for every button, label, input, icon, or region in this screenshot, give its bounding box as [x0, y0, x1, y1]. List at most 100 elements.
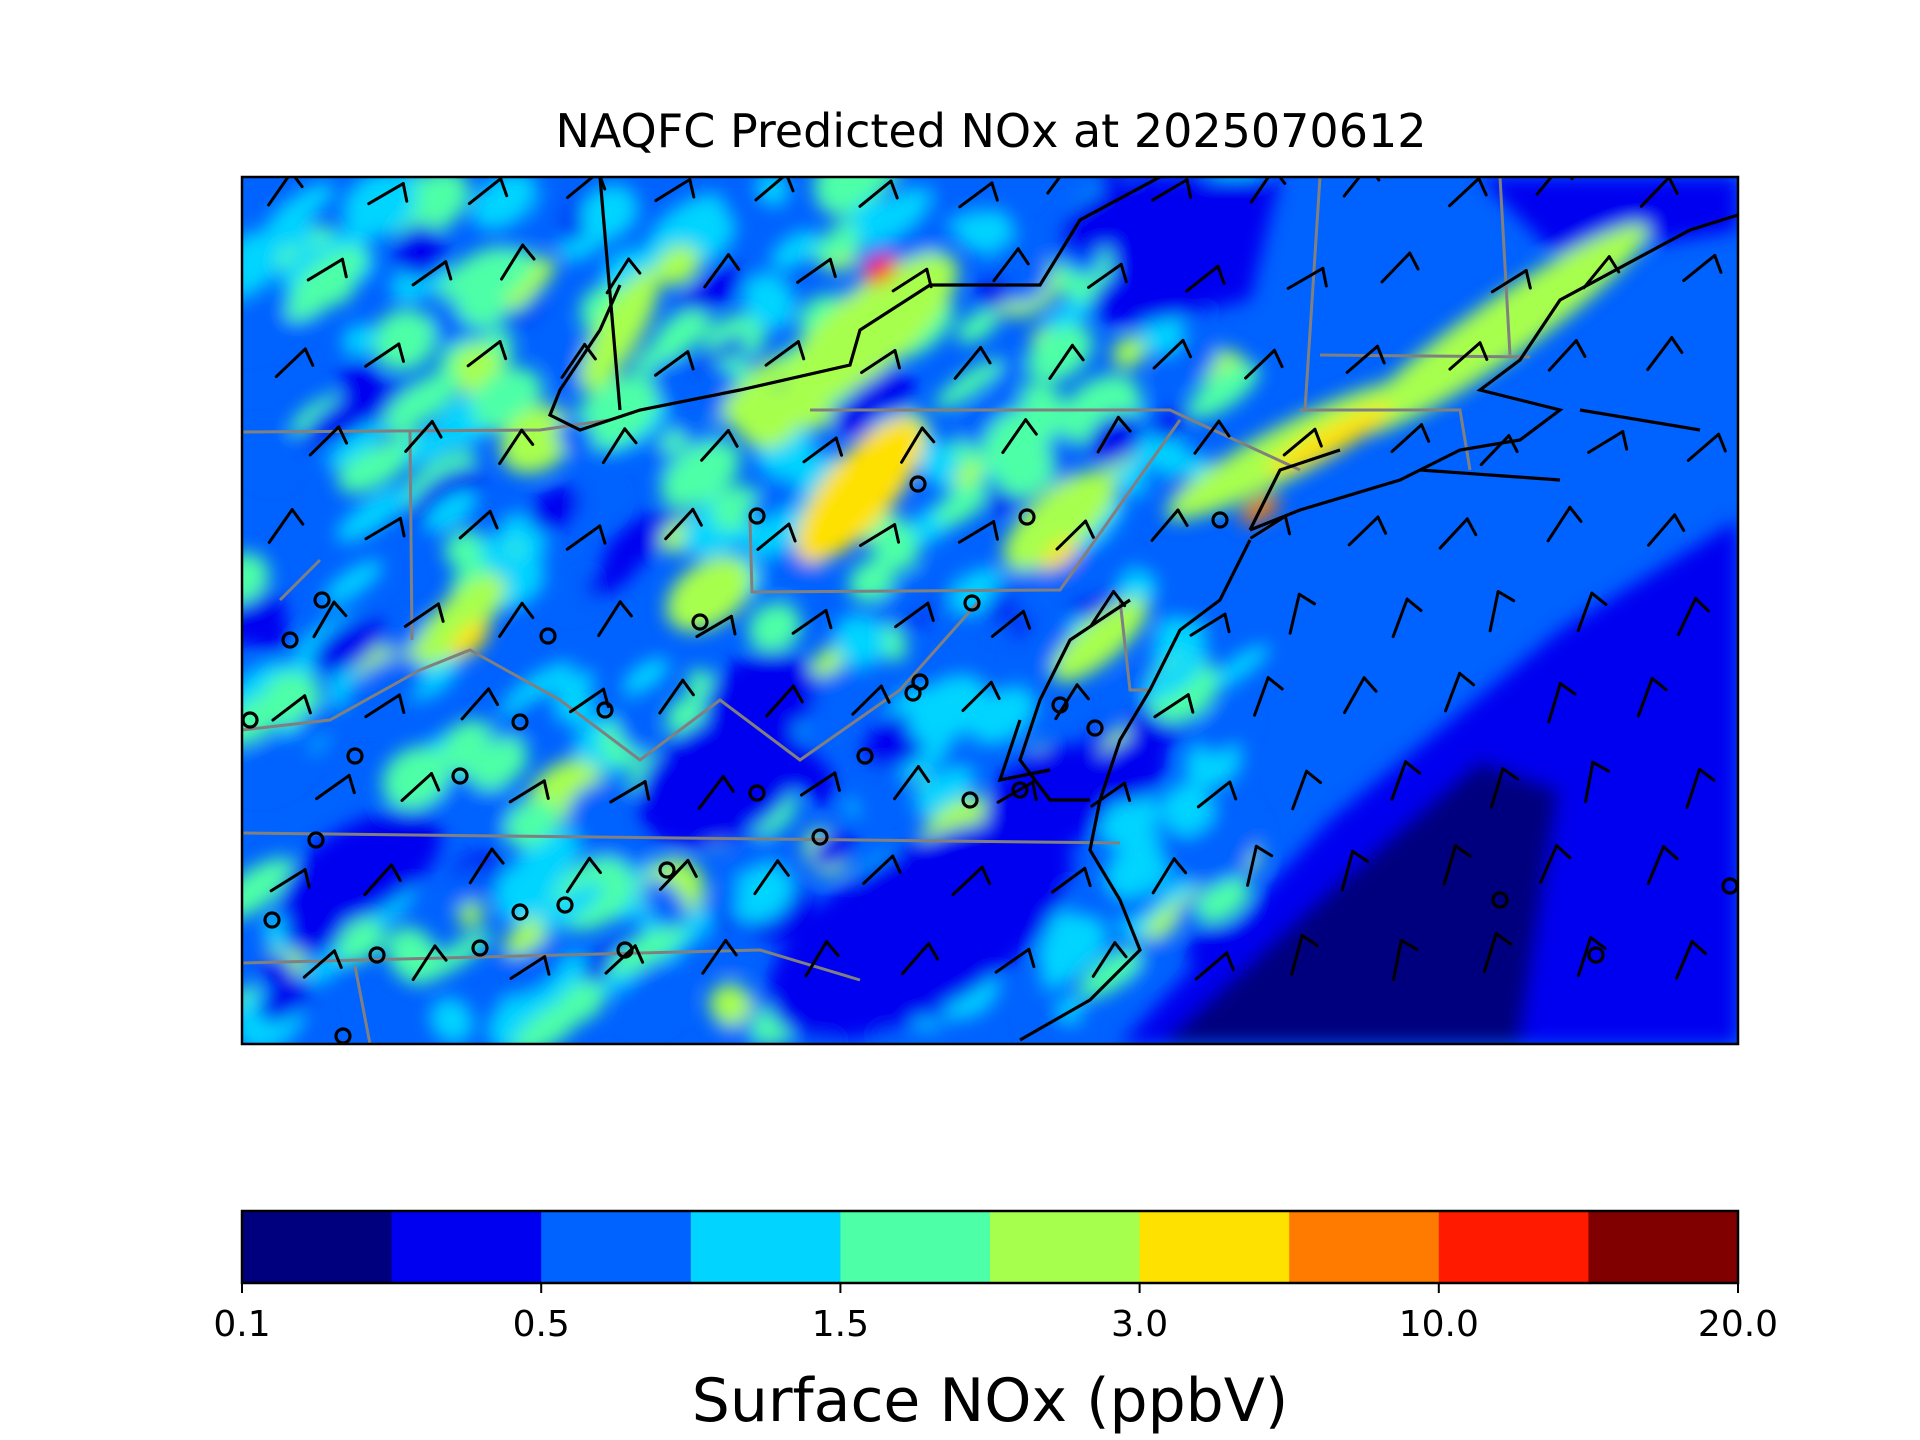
wind-barb-flag	[1496, 590, 1516, 603]
wind-barb-flag	[1305, 769, 1323, 785]
nox-field-cell	[451, 621, 489, 659]
nox-field-cell	[1267, 404, 1393, 476]
wind-barb	[508, 779, 546, 804]
wind-barb-flag	[1272, 348, 1284, 369]
wind-barb-flag	[1375, 344, 1386, 365]
wind-barb	[859, 523, 897, 548]
wind-barb	[1582, 255, 1611, 290]
nox-field-cell	[382, 746, 451, 810]
wind-barb-flag	[337, 425, 349, 445]
nox-field-cell	[708, 983, 752, 1026]
wind-barb	[1151, 178, 1189, 202]
wind-barb	[411, 260, 448, 287]
nox-field-cell	[574, 374, 661, 450]
wind-barb-flag	[925, 267, 933, 289]
coastline	[1579, 408, 1701, 432]
wind-barb-flag	[303, 347, 315, 367]
wind-barb	[1442, 844, 1457, 886]
wind-barb	[1489, 767, 1505, 809]
wind-barb	[1091, 941, 1117, 978]
wind-barb	[1189, 612, 1227, 637]
wind-barb	[568, 687, 606, 714]
wind-barb-flag	[1621, 430, 1629, 451]
wind-barb	[1391, 597, 1409, 639]
wind-barb	[990, 609, 1025, 638]
wind-barb	[1055, 519, 1088, 551]
coastline	[997, 719, 1051, 783]
nox-field-cell	[1041, 538, 1079, 572]
nox-field-cell	[242, 427, 295, 482]
nox-field-cell	[266, 182, 335, 235]
colorbar: 0.1 0.5 1.5 3.0 10.0 20.0 Surface NOx (ppbV)	[213, 1209, 1778, 1436]
wind-barb	[1547, 339, 1578, 372]
wind-barb	[765, 684, 795, 718]
colorbar-swatch	[840, 1211, 991, 1283]
wind-barb-flag	[824, 608, 833, 630]
monitor-site	[511, 903, 529, 921]
wind-barb	[1636, 676, 1654, 718]
wind-barb	[1390, 423, 1424, 454]
wind-barb-flag	[1408, 251, 1420, 271]
colorbar-swatch	[541, 1211, 692, 1283]
wind-barb-flag	[1300, 933, 1319, 948]
wind-barb	[791, 608, 828, 635]
wind-barb-flag	[1083, 866, 1092, 888]
wind-barb-flag	[583, 343, 597, 361]
nox-field-cell	[385, 618, 430, 654]
map-panel	[240, 175, 1740, 1046]
wind-barb	[1090, 781, 1127, 808]
coastline	[1018, 598, 1131, 802]
wind-barb-flag	[1217, 419, 1231, 438]
wind-barb	[367, 182, 405, 206]
wind-barb-flag	[1477, 177, 1488, 197]
wind-barb	[654, 177, 692, 203]
nox-field-cell	[1195, 704, 1251, 754]
nox-field-cell	[660, 440, 741, 509]
wind-barb	[862, 854, 895, 885]
wind-barb	[800, 771, 837, 797]
wind-barb	[1675, 939, 1694, 980]
nox-field-cell	[586, 555, 640, 597]
wind-barb	[796, 257, 832, 284]
wind-barb	[364, 516, 402, 541]
wind-barb	[1490, 269, 1528, 294]
nox-field-cell	[528, 485, 581, 532]
wind-barb	[271, 694, 307, 722]
wind-barb	[1246, 844, 1258, 887]
wind-barb-flag	[1186, 693, 1195, 714]
nox-field-cell	[339, 361, 390, 417]
wind-barbs	[267, 177, 1727, 982]
wind-barb	[1479, 434, 1511, 467]
nox-field-cell	[747, 357, 788, 391]
wind-barb-flag	[1278, 177, 1287, 185]
colorbar-swatch	[1139, 1211, 1290, 1283]
wind-barb-flag	[490, 847, 505, 865]
nox-field-cell	[856, 187, 931, 246]
nox-field-cell	[845, 177, 901, 203]
nox-field-cell	[278, 810, 442, 930]
nox-field-cell	[616, 706, 656, 754]
wind-barb-flag	[398, 516, 406, 538]
nox-field-cell	[1112, 335, 1147, 369]
nox-field-cell	[655, 245, 701, 287]
wind-barb-flag	[828, 257, 837, 279]
state-border	[242, 831, 1121, 845]
wind-barb	[498, 601, 524, 638]
nox-field-cell	[922, 747, 971, 784]
wind-barb	[597, 600, 622, 638]
wind-barb	[604, 944, 637, 975]
wind-barb-flag	[1223, 612, 1231, 634]
wind-barb-flag	[1399, 938, 1419, 951]
nox-field-cell	[444, 529, 485, 569]
wind-barb-flag	[920, 426, 936, 444]
wind-barb-flag	[643, 780, 651, 801]
nox-field-cell	[580, 184, 639, 240]
wind-barb-flag	[520, 601, 535, 620]
colorbar-tick-label: 3.0	[1111, 1304, 1168, 1345]
wind-barb	[466, 340, 502, 368]
nox-field-cell	[1100, 177, 1280, 330]
nox-field-cell	[767, 820, 1073, 1040]
wind-barb-flag	[834, 436, 844, 457]
wind-barb-flag	[487, 687, 500, 707]
monitor-site	[346, 747, 364, 765]
